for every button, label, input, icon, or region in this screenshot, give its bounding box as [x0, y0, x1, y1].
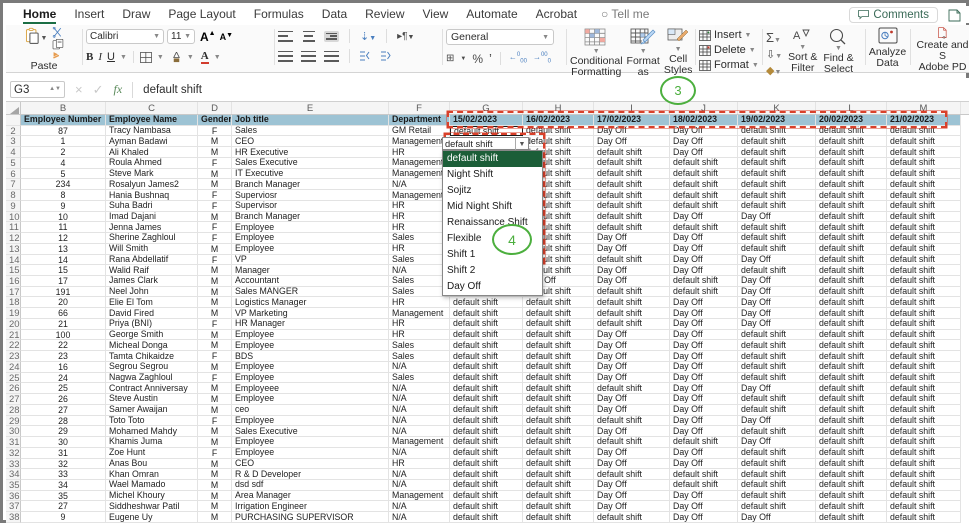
svg-text:A: A: [793, 30, 801, 42]
